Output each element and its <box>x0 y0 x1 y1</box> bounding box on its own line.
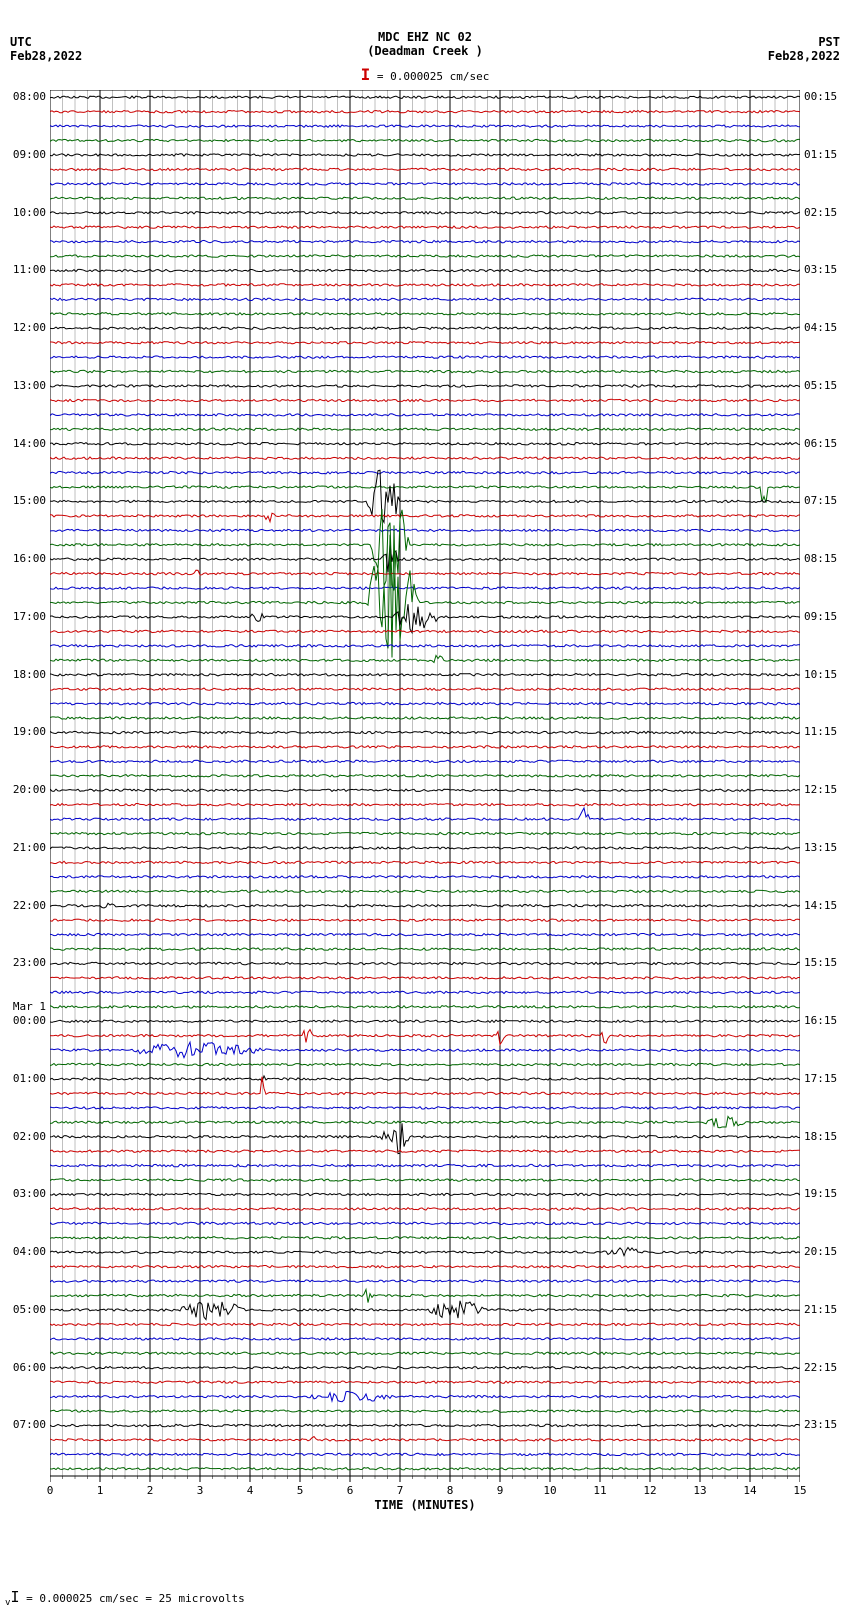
pst-label: 01:15 <box>804 148 837 161</box>
utc-label: 23:00 <box>13 956 46 969</box>
x-tick-label: 15 <box>793 1484 806 1497</box>
pst-label: 05:15 <box>804 379 837 392</box>
utc-label: 19:00 <box>13 725 46 738</box>
utc-label: 18:00 <box>13 668 46 681</box>
footer: vI = 0.000025 cm/sec = 25 microvolts <box>5 1588 245 1608</box>
utc-label: 11:00 <box>13 263 46 276</box>
pst-label: 21:15 <box>804 1303 837 1316</box>
pst-label: 08:15 <box>804 552 837 565</box>
pst-label: 19:15 <box>804 1187 837 1200</box>
x-tick-label: 7 <box>397 1484 404 1497</box>
pst-label: 16:15 <box>804 1014 837 1027</box>
utc-label: 15:00 <box>13 494 46 507</box>
utc-label: 13:00 <box>13 379 46 392</box>
utc-label: 04:00 <box>13 1245 46 1258</box>
heli-plot <box>50 90 800 1516</box>
utc-label: 01:00 <box>13 1072 46 1085</box>
tz-right: PST <box>768 35 840 49</box>
heli-svg <box>50 90 800 1516</box>
x-tick-label: 5 <box>297 1484 304 1497</box>
x-tick-label: 12 <box>643 1484 656 1497</box>
pst-label: 02:15 <box>804 206 837 219</box>
x-tick-label: 11 <box>593 1484 606 1497</box>
x-tick-label: 2 <box>147 1484 154 1497</box>
x-tick-label: 13 <box>693 1484 706 1497</box>
x-tick-label: 9 <box>497 1484 504 1497</box>
utc-label: 14:00 <box>13 437 46 450</box>
pst-label: 09:15 <box>804 610 837 623</box>
x-axis-title: TIME (MINUTES) <box>0 1498 850 1512</box>
utc-label: 00:00 <box>13 1014 46 1027</box>
utc-label: 22:00 <box>13 899 46 912</box>
utc-label: 06:00 <box>13 1361 46 1374</box>
date-right: Feb28,2022 <box>768 49 840 63</box>
x-tick-label: 4 <box>247 1484 254 1497</box>
header-right: PST Feb28,2022 <box>768 35 840 63</box>
pst-label: 23:15 <box>804 1418 837 1431</box>
pst-label: 14:15 <box>804 899 837 912</box>
utc-label: 07:00 <box>13 1418 46 1431</box>
utc-label: Mar 1 <box>13 1000 46 1013</box>
x-tick-label: 10 <box>543 1484 556 1497</box>
x-tick-label: 3 <box>197 1484 204 1497</box>
pst-label: 06:15 <box>804 437 837 450</box>
pst-label: 04:15 <box>804 321 837 334</box>
footer-text: = 0.000025 cm/sec = 25 microvolts <box>26 1592 245 1605</box>
utc-label: 17:00 <box>13 610 46 623</box>
utc-label: 05:00 <box>13 1303 46 1316</box>
utc-label: 02:00 <box>13 1130 46 1143</box>
pst-label: 18:15 <box>804 1130 837 1143</box>
pst-label: 22:15 <box>804 1361 837 1374</box>
pst-label: 13:15 <box>804 841 837 854</box>
utc-label: 12:00 <box>13 321 46 334</box>
station-name: (Deadman Creek ) <box>0 44 850 58</box>
scale-legend: I = 0.000025 cm/sec <box>0 65 850 84</box>
scale-text: = 0.000025 cm/sec <box>377 70 490 83</box>
utc-label: 09:00 <box>13 148 46 161</box>
utc-label: 08:00 <box>13 90 46 103</box>
pst-label: 07:15 <box>804 494 837 507</box>
x-tick-label: 6 <box>347 1484 354 1497</box>
pst-label: 17:15 <box>804 1072 837 1085</box>
utc-label: 10:00 <box>13 206 46 219</box>
x-tick-label: 0 <box>47 1484 54 1497</box>
x-tick-label: 14 <box>743 1484 756 1497</box>
pst-label: 15:15 <box>804 956 837 969</box>
x-tick-label: 8 <box>447 1484 454 1497</box>
header-center: MDC EHZ NC 02 (Deadman Creek ) <box>0 30 850 58</box>
utc-label: 20:00 <box>13 783 46 796</box>
pst-label: 00:15 <box>804 90 837 103</box>
pst-label: 10:15 <box>804 668 837 681</box>
utc-label: 03:00 <box>13 1187 46 1200</box>
pst-label: 03:15 <box>804 263 837 276</box>
x-tick-label: 1 <box>97 1484 104 1497</box>
pst-label: 12:15 <box>804 783 837 796</box>
utc-label: 16:00 <box>13 552 46 565</box>
utc-label: 21:00 <box>13 841 46 854</box>
pst-label: 11:15 <box>804 725 837 738</box>
pst-label: 20:15 <box>804 1245 837 1258</box>
station-id: MDC EHZ NC 02 <box>0 30 850 44</box>
